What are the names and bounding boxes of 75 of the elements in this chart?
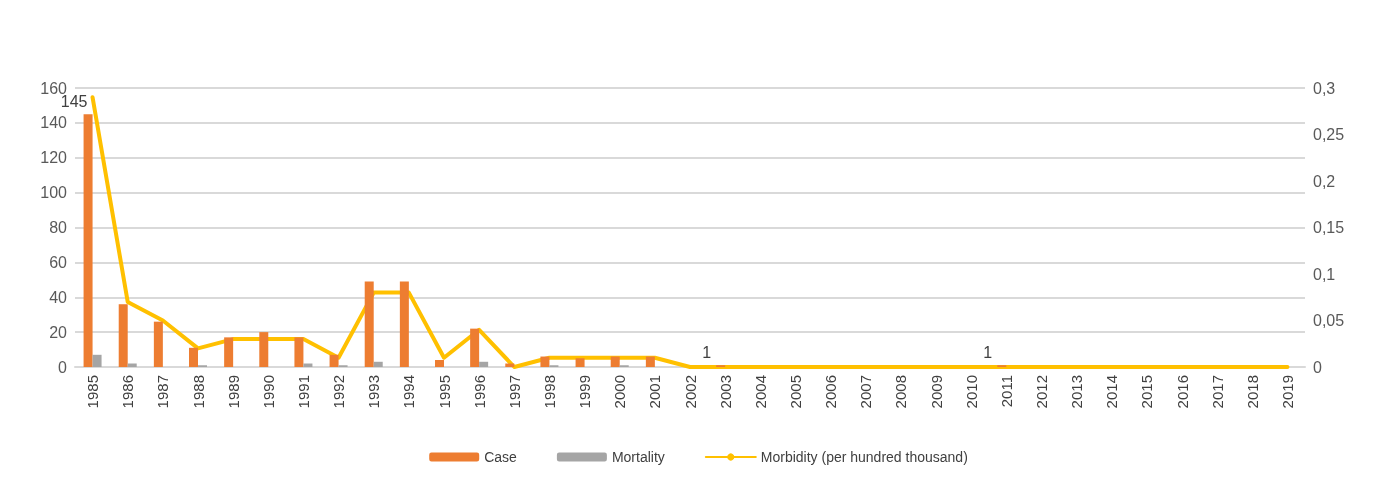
bar [364, 281, 374, 367]
bar [470, 328, 480, 367]
bar [479, 361, 489, 367]
x-tick-label: 1992 [330, 375, 348, 409]
bar [575, 358, 585, 367]
y2-tick-label: 0,05 [1313, 312, 1345, 329]
y2-tick-label: 0,1 [1313, 265, 1336, 283]
line-series [90, 95, 1290, 369]
data-label: 1 [702, 343, 712, 361]
legend-label: Case [484, 449, 518, 465]
x-tick-label: 2002 [681, 375, 699, 409]
bar [294, 337, 304, 367]
x-tick-label: 2012 [1032, 375, 1050, 409]
bar [540, 356, 550, 367]
y-tick-label: 120 [40, 149, 68, 167]
y-tick-label: 80 [49, 219, 68, 236]
bar [92, 354, 102, 367]
bar [373, 361, 383, 367]
x-tick-label: 2006 [822, 375, 840, 409]
x-tick-label: 1990 [259, 375, 277, 409]
x-tick-label: 2000 [611, 375, 629, 409]
y2-tick-label: 0,25 [1313, 126, 1345, 143]
bar [259, 332, 269, 367]
x-tick-label: 1995 [435, 375, 453, 409]
x-tick-label: 1987 [154, 375, 172, 409]
y-tick-label: 0 [58, 358, 68, 376]
y2-tick-label: 0 [1313, 358, 1322, 376]
x-tick-label: 2019 [1278, 375, 1296, 409]
bar [329, 354, 339, 367]
bar [189, 347, 198, 367]
y-tick-label: 140 [40, 114, 68, 132]
legend-label: Morbidity (per hundred thousand) [760, 449, 968, 465]
bar [399, 281, 409, 367]
y2-tick-label: 0,3 [1313, 79, 1336, 97]
x-tick-label: 2007 [857, 375, 875, 409]
x-tick-label: 2018 [1243, 375, 1261, 409]
bar [118, 304, 128, 367]
x-tick-label: 1994 [400, 375, 418, 409]
x-tick-label: 2014 [1103, 375, 1121, 409]
legend-label: Mortality [611, 449, 665, 465]
x-tick-label: 2004 [751, 375, 769, 409]
y-tick-label: 40 [49, 288, 68, 306]
bar [610, 356, 620, 367]
y2-tick-label: 0,15 [1313, 219, 1345, 236]
bar [83, 114, 93, 367]
x-tick-label: 1998 [540, 375, 558, 409]
y-tick-label: 100 [40, 184, 68, 202]
bar [224, 337, 234, 367]
bar [645, 356, 655, 367]
x-tick-label: 2017 [1208, 375, 1226, 409]
data-label: 1 [983, 343, 993, 361]
x-tick-label: 1991 [294, 375, 312, 409]
x-tick-label: 2011 [997, 375, 1015, 408]
x-tick-label: 1993 [365, 375, 383, 409]
x-tick-label: 1997 [505, 375, 523, 409]
x-tick-label: 1989 [224, 375, 242, 409]
x-tick-label: 2013 [1068, 375, 1086, 409]
x-tick-label: 2005 [786, 375, 804, 409]
x-tick-label: 2010 [962, 375, 980, 409]
bar [153, 321, 163, 367]
x-tick-label: 1986 [119, 375, 137, 409]
x-tick-label: 1996 [470, 375, 488, 409]
x-tick-label: 1988 [189, 375, 207, 409]
y-tick-label: 60 [49, 253, 68, 271]
x-tick-label: 2009 [927, 375, 945, 409]
x-tick-label: 1985 [84, 375, 102, 409]
x-tick-label: 1999 [576, 375, 594, 409]
x-tick-label: 2001 [646, 375, 664, 409]
bar [435, 360, 444, 367]
x-tick-label: 2008 [892, 375, 910, 409]
x-tick-label: 2016 [1173, 375, 1191, 409]
y-tick-label: 20 [49, 323, 68, 341]
y2-tick-label: 0,2 [1313, 172, 1336, 190]
x-tick-label: 2003 [716, 375, 734, 409]
x-tick-label: 2015 [1138, 375, 1156, 409]
